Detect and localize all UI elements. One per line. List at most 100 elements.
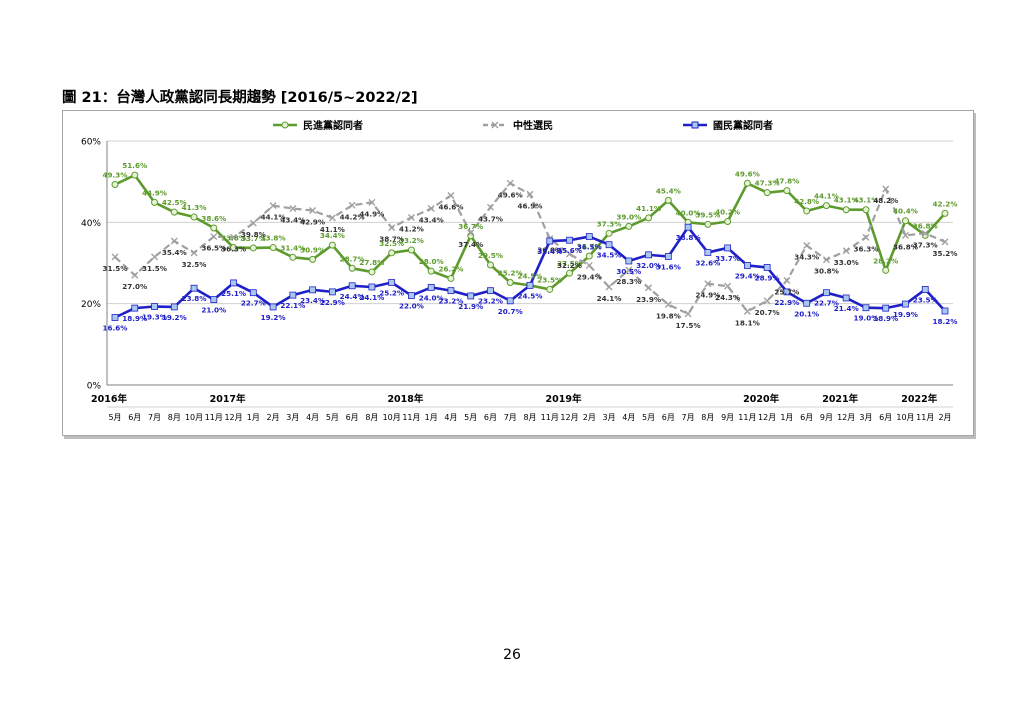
data-point-swing bbox=[585, 261, 593, 269]
x-tick-label: 11月 bbox=[541, 413, 559, 422]
x-tick-label: 1月 bbox=[780, 413, 793, 422]
y-tick-label: 20% bbox=[81, 300, 101, 310]
y-tick-label: 40% bbox=[81, 219, 101, 229]
figure-title: 圖 21：台灣人政黨認同長期趨勢 [2016/5~2022/2] bbox=[62, 90, 418, 106]
data-point-dpp bbox=[704, 220, 712, 228]
data-label-kmt: 29.4% bbox=[735, 271, 760, 280]
data-point-kmt bbox=[684, 223, 692, 231]
x-tick-label: 6月 bbox=[128, 413, 141, 422]
data-point-swing bbox=[210, 233, 218, 241]
data-point-swing bbox=[625, 266, 633, 274]
x-tick-label: 5月 bbox=[108, 413, 121, 422]
data-label-dpp: 43.1% bbox=[834, 196, 859, 205]
data-point-kmt bbox=[170, 303, 178, 311]
data-point-dpp bbox=[585, 252, 593, 260]
legend-label-kmt: 國民黨認同者 bbox=[713, 119, 773, 132]
year-label: 2018年 bbox=[387, 393, 423, 405]
data-label-dpp: 39.5% bbox=[695, 210, 720, 219]
data-point-dpp bbox=[783, 187, 791, 195]
data-point-swing bbox=[230, 233, 238, 241]
data-label-swing: 44.2% bbox=[340, 212, 365, 221]
data-label-dpp: 47.3% bbox=[755, 179, 780, 188]
data-label-dpp: 42.2% bbox=[933, 199, 958, 208]
data-label-swing: 36.3% bbox=[221, 244, 246, 253]
data-point-dpp bbox=[664, 196, 672, 204]
axis-layer: 0% 20% 40% 60% 2016年 2017年 2018年 2019年 2020年 2021… bbox=[81, 138, 953, 422]
data-point-dpp bbox=[368, 268, 376, 276]
x-tick-label: 8月 bbox=[701, 413, 714, 422]
x-tick-label: 9月 bbox=[721, 413, 734, 422]
data-point-swing bbox=[684, 310, 692, 318]
data-label-dpp: 39.0% bbox=[616, 212, 641, 221]
data-label-dpp: 28.2% bbox=[873, 256, 898, 265]
legend-marker-dpp bbox=[281, 121, 289, 129]
data-point-kmt bbox=[190, 284, 198, 292]
year-label: 2022年 bbox=[901, 393, 937, 405]
data-point-swing bbox=[170, 237, 178, 245]
data-label-swing: 23.9% bbox=[636, 295, 661, 304]
legend-marker-swing bbox=[491, 121, 499, 129]
data-label-dpp: 27.5% bbox=[557, 259, 582, 268]
data-label-swing: 46.6% bbox=[438, 202, 463, 211]
data-point-swing bbox=[269, 202, 277, 210]
data-point-kmt bbox=[605, 241, 613, 249]
data-point-kmt bbox=[408, 292, 415, 299]
data-point-dpp bbox=[645, 214, 653, 222]
data-label-swing: 32.2% bbox=[557, 261, 582, 270]
data-label-kmt: 19.0% bbox=[853, 314, 878, 323]
x-tick-label: 5月 bbox=[642, 413, 655, 422]
data-label-kmt: 31.6% bbox=[656, 262, 681, 271]
data-point-kmt bbox=[506, 297, 514, 305]
x-tick-label: 12月 bbox=[758, 413, 776, 422]
data-point-dpp bbox=[941, 209, 949, 217]
data-label-swing: 25.7% bbox=[774, 287, 799, 296]
x-tick-label: 7月 bbox=[682, 413, 695, 422]
y-tick-label: 0% bbox=[87, 382, 102, 392]
data-label-dpp: 42.8% bbox=[794, 197, 819, 206]
data-label-kmt: 22.9% bbox=[774, 298, 799, 307]
data-point-dpp bbox=[743, 179, 751, 187]
year-label: 2017年 bbox=[210, 393, 246, 405]
data-label-kmt: 23.2% bbox=[438, 297, 463, 306]
data-label-swing: 36.0% bbox=[537, 246, 562, 255]
data-label-kmt: 34.5% bbox=[597, 251, 622, 260]
data-label-kmt: 24.0% bbox=[419, 293, 444, 302]
data-label-kmt: 24.5% bbox=[518, 291, 543, 300]
x-tick-label: 7月 bbox=[504, 413, 517, 422]
data-point-kmt bbox=[131, 304, 139, 312]
data-label-swing: 44.1% bbox=[261, 213, 286, 222]
data-label-swing: 29.4% bbox=[577, 272, 602, 281]
x-tick-label: 8月 bbox=[523, 413, 536, 422]
year-label: 2019年 bbox=[546, 393, 582, 405]
data-label-swing: 44.9% bbox=[359, 209, 384, 218]
data-point-dpp bbox=[566, 269, 574, 277]
x-tick-label: 6月 bbox=[662, 413, 675, 422]
data-point-kmt bbox=[210, 296, 218, 304]
data-point-swing bbox=[842, 247, 850, 255]
data-point-swing bbox=[309, 207, 317, 215]
data-label-kmt: 32.6% bbox=[695, 258, 720, 267]
data-label-dpp: 28.0% bbox=[419, 257, 444, 266]
x-tick-label: 10月 bbox=[185, 413, 203, 422]
data-label-kmt: 25.2% bbox=[379, 289, 404, 298]
data-label-dpp: 26.2% bbox=[438, 264, 463, 273]
data-label-swing: 35.4% bbox=[162, 248, 187, 257]
data-label-kmt: 22.7% bbox=[814, 299, 839, 308]
data-point-dpp bbox=[486, 261, 494, 269]
data-label-swing: 31.5% bbox=[103, 264, 128, 273]
data-point-kmt bbox=[566, 236, 573, 244]
data-label-swing: 19.8% bbox=[656, 311, 681, 320]
x-tick-label: 11月 bbox=[738, 413, 756, 422]
data-label-dpp: 31.4% bbox=[280, 243, 305, 252]
data-label-dpp: 33.2% bbox=[399, 236, 424, 245]
x-tick-label: 6月 bbox=[484, 413, 497, 422]
data-point-dpp bbox=[170, 208, 178, 216]
data-label-kmt: 22.0% bbox=[399, 302, 424, 311]
data-point-swing bbox=[249, 219, 257, 227]
data-label-dpp: 36.8% bbox=[913, 221, 938, 230]
data-label-kmt: 35.4% bbox=[537, 247, 562, 256]
data-point-dpp bbox=[249, 244, 257, 252]
data-point-dpp bbox=[724, 218, 732, 226]
data-label-dpp: 44.9% bbox=[142, 188, 167, 197]
x-tick-label: 4月 bbox=[444, 413, 457, 422]
